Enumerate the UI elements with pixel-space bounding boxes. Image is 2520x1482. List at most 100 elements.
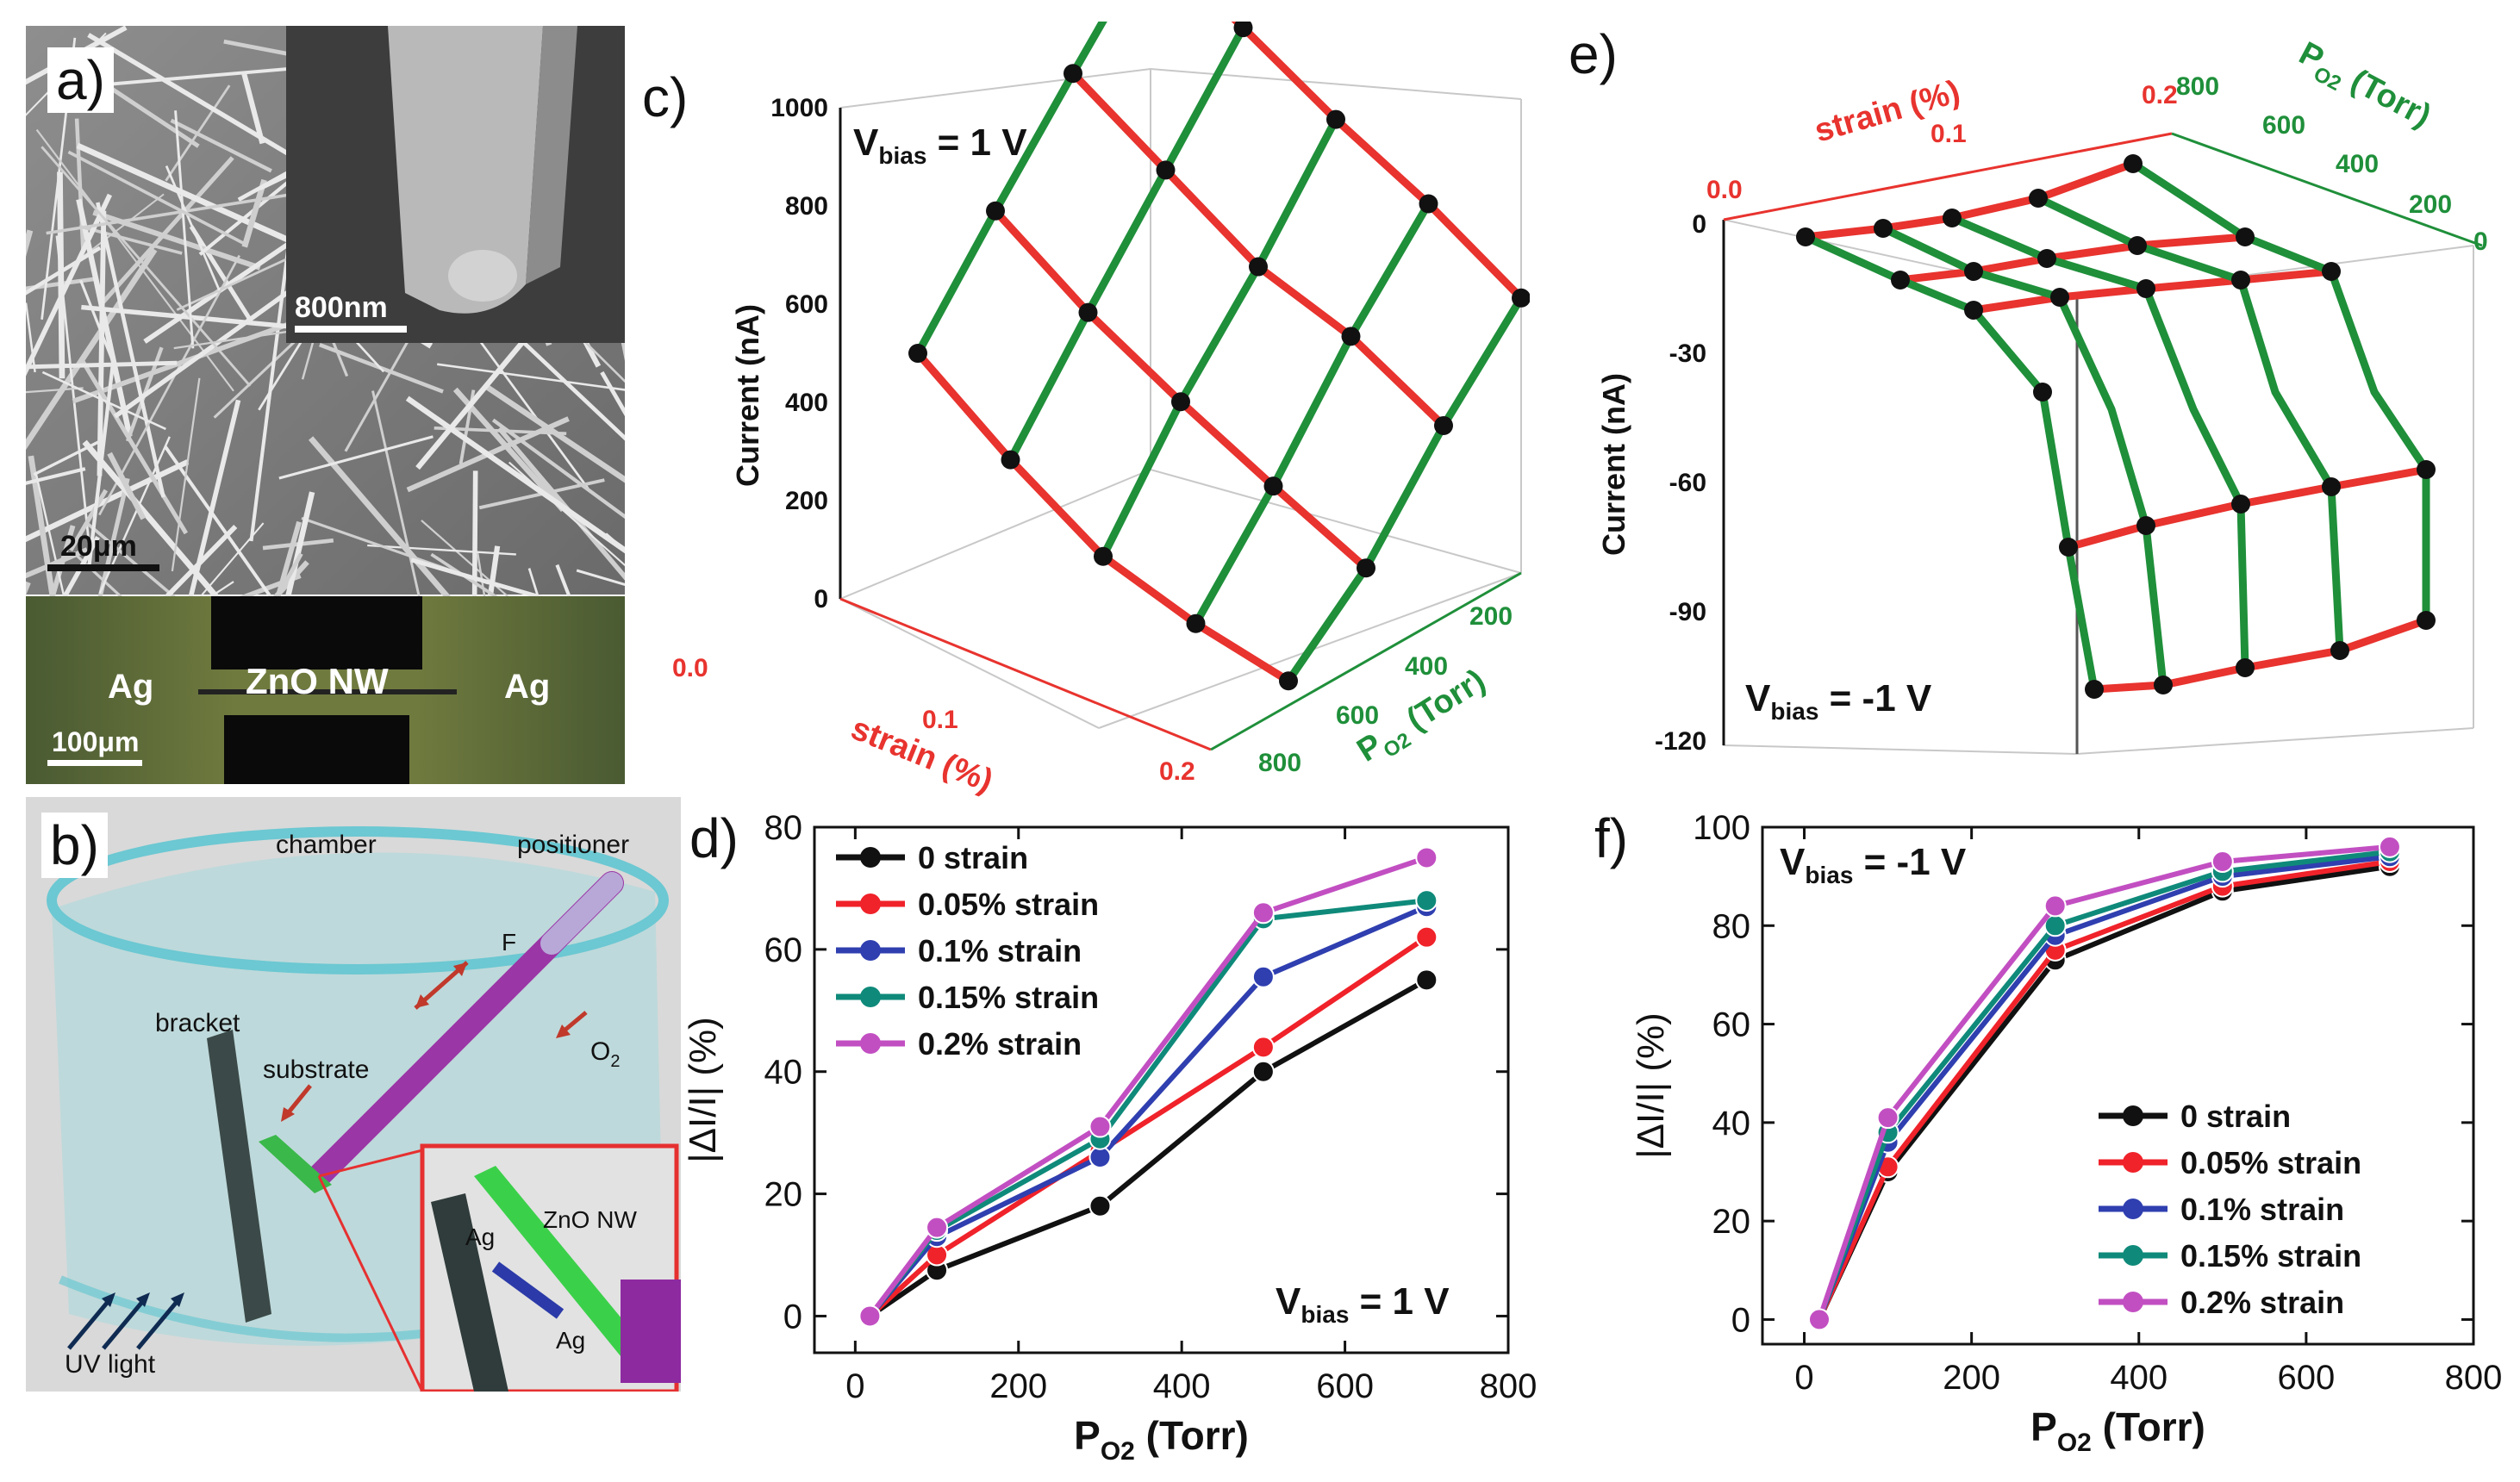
data-point-c <box>1233 18 1253 38</box>
legend-entry: 0 strain <box>918 840 1028 875</box>
inset-ag-top-label: Ag <box>465 1224 495 1250</box>
series-point <box>2378 835 2401 858</box>
x-tick-label: 200 <box>989 1367 1047 1405</box>
po2-line-c <box>1192 202 1432 626</box>
nanowire <box>97 210 107 476</box>
z-tick-e: 0 <box>1692 210 1706 239</box>
x-tick-label: 400 <box>1153 1367 1211 1405</box>
nanowire <box>78 224 183 255</box>
nanowire-side <box>526 26 577 284</box>
po2-line-c <box>914 0 1120 356</box>
chamber-label: chamber <box>276 831 377 859</box>
nanowire <box>0 547 89 590</box>
x-tick-label: 200 <box>1943 1359 2000 1397</box>
series-point <box>1415 889 1438 912</box>
panel-a: 800nm 20μm Ag ZnO NW Ag 100μm a) <box>0 25 845 869</box>
plot-frame <box>1761 825 2475 1346</box>
ag-left-label: Ag <box>108 668 153 706</box>
nanowire <box>174 110 195 349</box>
inset-bracket <box>431 1193 508 1392</box>
po2-axis-e <box>2171 132 2483 247</box>
nanowire <box>258 329 309 411</box>
data-point-e <box>2136 279 2155 298</box>
inset-nanowire <box>491 1261 565 1319</box>
nanowire <box>241 178 267 248</box>
data-point-e <box>2033 383 2052 402</box>
legend-entry: 0.2% strain <box>2180 1285 2344 1320</box>
z-tick-c: 600 <box>785 290 828 319</box>
series-point <box>1251 1036 1275 1059</box>
data-point-e <box>1891 271 1910 290</box>
legend-entry: 0.15% strain <box>918 980 1099 1015</box>
strain-axis-e <box>1723 132 2173 221</box>
zno-label: ZnO NW <box>246 661 389 701</box>
uv-arrows <box>67 1295 183 1350</box>
data-point-e <box>1874 219 1893 238</box>
data-point-e <box>2128 236 2147 255</box>
series-point <box>1415 925 1438 949</box>
y-tick-label: 80 <box>1712 907 1751 945</box>
data-point-c <box>1357 558 1375 578</box>
x-tick-label: 400 <box>2110 1359 2168 1397</box>
data-point-e <box>2059 538 2078 557</box>
nanowire <box>80 193 165 259</box>
vbias-label: Vbias = -1 V <box>1780 841 1967 888</box>
vbias-label-e: Vbias = -1 V <box>1745 677 1932 725</box>
nanowire <box>24 302 36 373</box>
panel-e-svg: 0-30-60-90-120 Current (nA) 0.0 0.1 0.2 … <box>1596 35 2488 756</box>
nanowire <box>35 128 234 392</box>
strain-axis-c <box>839 597 1212 751</box>
x-axis-label: PO2 (Torr) <box>1074 1413 1249 1466</box>
series-point <box>1876 1106 1899 1130</box>
data-point-e <box>2322 477 2341 496</box>
z-tick-c: 400 <box>785 389 828 417</box>
data-point-c <box>1078 302 1098 322</box>
nanowire <box>0 360 178 370</box>
nanowire <box>87 33 321 174</box>
scale-inset-label: 800nm <box>295 291 388 324</box>
series-point <box>1251 901 1275 925</box>
po2-tick-c-0: 200 <box>1469 602 1513 631</box>
nanowire <box>67 150 247 246</box>
data-point-c <box>908 344 927 364</box>
data-point-e <box>1964 301 1983 320</box>
nanowire <box>46 190 309 235</box>
nanowire <box>170 118 272 173</box>
data-point-c <box>1326 109 1345 129</box>
strain-tick-e-0: 0.0 <box>1706 176 1743 204</box>
panel-d-svg: 0 200 400 600 800 0 20 40 60 80 0 strain 0.05% stra… <box>682 809 1537 1466</box>
nanowire <box>87 356 116 566</box>
po2-axis-label-e: PO2 (Torr) <box>2290 35 2436 140</box>
x-tick-label: 0 <box>1794 1359 1813 1397</box>
data-point-c <box>1186 613 1206 633</box>
data-point-c <box>1434 415 1453 435</box>
strain-tick-e-2: 0.2 <box>2142 81 2178 109</box>
panel-f-svg: 0 200 400 600 800 0 20 40 60 80 100 0 strain 0.05% s… <box>1630 809 2502 1457</box>
panel-label-a: a) <box>47 47 114 113</box>
z-axis-label-c: Current (nA) <box>730 304 765 487</box>
nanowire <box>189 225 253 321</box>
y-tick-label: 0 <box>1731 1301 1750 1339</box>
nanowire <box>41 370 166 431</box>
gap-top <box>211 596 422 669</box>
data-point-e <box>2136 516 2155 535</box>
data-point-e <box>2330 641 2349 660</box>
nanowire <box>74 118 85 252</box>
data-point-e <box>2417 611 2436 630</box>
panel-f: 0 200 400 600 800 0 20 40 60 80 100 0 strain 0.05% s… <box>1586 788 2508 1478</box>
substrate-label: substrate <box>263 1055 369 1084</box>
positioner-rod-end <box>540 872 623 955</box>
nanowire <box>165 84 231 182</box>
nanowire-particle <box>448 250 517 302</box>
scale-optical-label: 100μm <box>52 726 139 757</box>
z-tick-c: 200 <box>785 487 828 515</box>
z-tick-c: 800 <box>785 192 828 221</box>
ag-right-label: Ag <box>504 668 550 706</box>
nanowire <box>452 387 565 513</box>
panel-label-e: e) <box>1560 22 1626 87</box>
y-tick-label: 40 <box>1712 1105 1751 1143</box>
po2-tick-e-0: 800 <box>2176 72 2219 101</box>
panel-b: chamber positioner F bracket substrate O… <box>26 797 681 1394</box>
x-tick-label: 600 <box>2278 1359 2336 1397</box>
nanowire <box>278 435 434 480</box>
